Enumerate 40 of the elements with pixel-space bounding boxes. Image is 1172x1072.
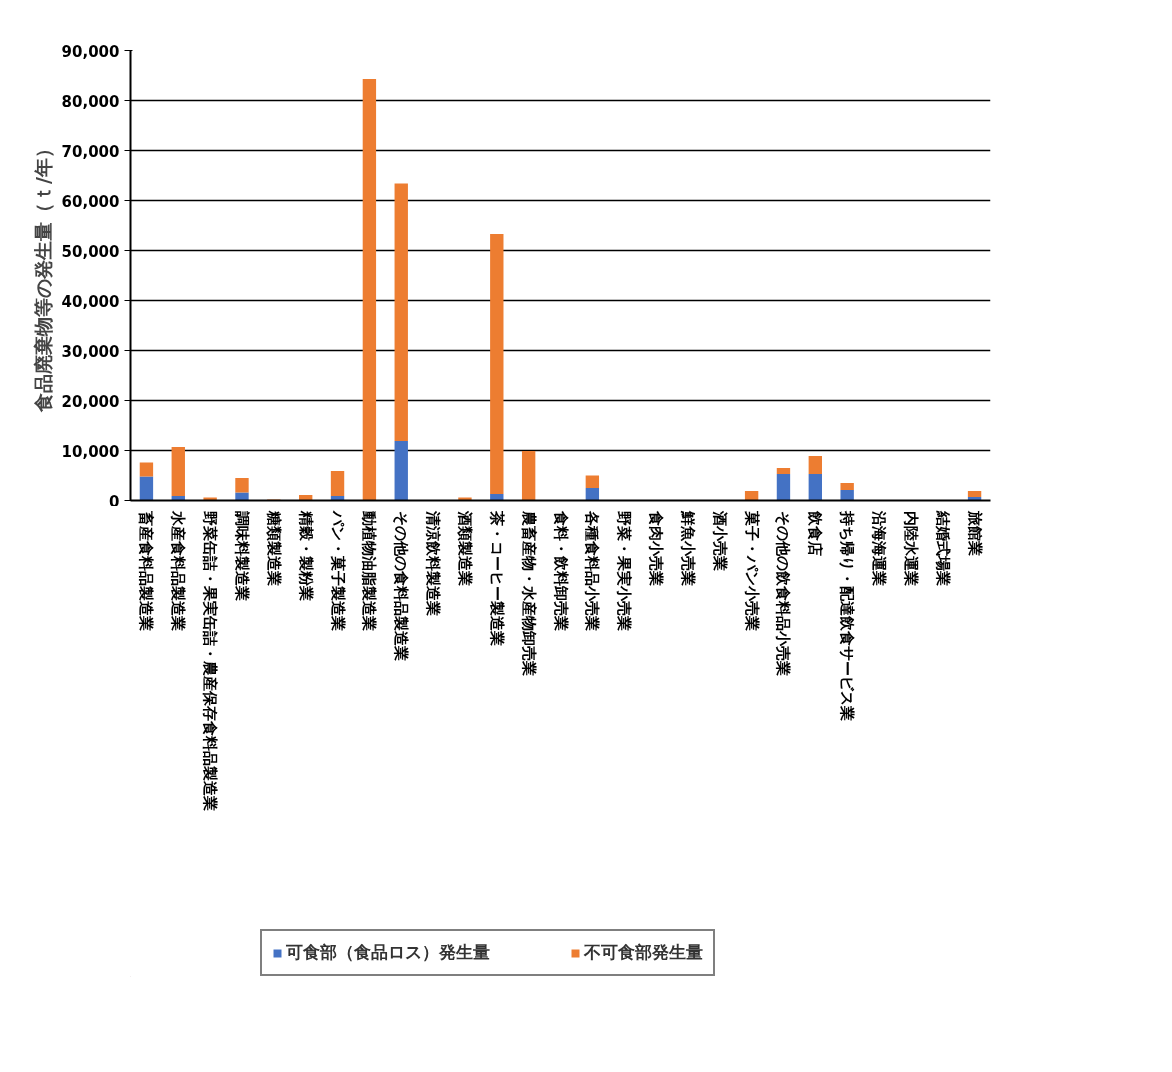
x-tick-label: 茶・コーヒー製造業 [487, 509, 506, 646]
x-tick-label: 酒類製造業 [455, 509, 474, 586]
legend-label: 不可食部発生量 [584, 941, 703, 964]
x-tick-label: 食肉小売業 [647, 509, 666, 586]
y-tick-label: 80,000 [61, 92, 120, 111]
x-tick-label: 野菜・果実小売業 [615, 510, 634, 631]
x-tick-label: パン・菓子製造業 [328, 509, 347, 631]
x-tick-label: 菓子・パン小売業 [742, 509, 761, 631]
x-tick-label: 鮮魚小売業 [678, 509, 697, 586]
x-tick-label: 精穀・製粉業 [296, 509, 315, 601]
x-tick-label: 内陸水運業 [901, 510, 920, 586]
x-tick-label: 食料・飲料卸売業 [551, 509, 570, 631]
x-tick-label: その他の食料品製造業 [392, 510, 411, 661]
y-tick-label: 20,000 [61, 392, 120, 411]
x-tick-label: 各種食料品小売業 [583, 509, 602, 631]
x-tick-label: 糖類製造業 [264, 509, 283, 586]
y-tick-label: 40,000 [61, 292, 120, 311]
x-tick-label: 畜産食料品製造業 [137, 509, 156, 631]
x-tick-label: 酒小売業 [710, 509, 729, 571]
y-tick-label: 50,000 [61, 242, 120, 261]
x-tick-label: 飲食店 [806, 509, 825, 556]
y-axis-title: 食品廃棄物等の発生量（ｔ/年） [31, 139, 54, 413]
y-tick-label: 60,000 [61, 192, 120, 211]
x-tick-label: 野菜缶詰・果実缶詰・農産保存食料品製造業 [201, 510, 220, 811]
x-tick-label: 旅館業 [965, 509, 984, 556]
y-tick-label: 30,000 [61, 342, 120, 361]
x-tick-label: その他の飲食料品小売業 [774, 510, 793, 676]
y-tick-label: 70,000 [61, 142, 120, 161]
x-tick-label: 農畜産物・水産物卸売業 [519, 509, 538, 676]
x-tick-label: 動植物油脂製造業 [360, 509, 379, 631]
y-tick-label: 0 [109, 492, 120, 511]
x-tick-label: 結婚式場業 [933, 509, 952, 586]
y-tick-label: 90,000 [61, 42, 120, 61]
x-tick-label: 水産食料品製造業 [169, 509, 188, 631]
legend-label: 可食部（食品ロス）発生量 [286, 941, 490, 964]
x-tick-label: 持ち帰り・配達飲食サービス業 [838, 509, 857, 721]
x-tick-label: 清涼飲料製造業 [424, 509, 443, 616]
y-tick-label: 10,000 [61, 442, 120, 461]
x-tick-label: 沿海海運業 [870, 509, 889, 586]
x-tick-label: 調味料製造業 [232, 510, 251, 601]
